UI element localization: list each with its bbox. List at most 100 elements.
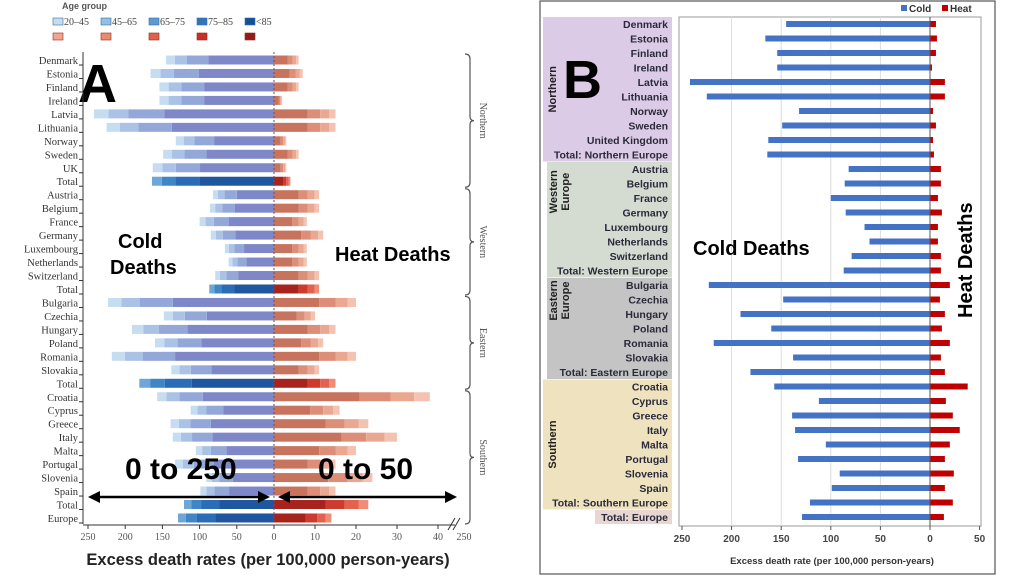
legend-swatch-cold xyxy=(196,17,208,26)
region-brace xyxy=(464,53,475,188)
x-tick-label: 0 xyxy=(927,534,933,545)
heat-bar-segment xyxy=(274,297,320,307)
heat-bar-segment xyxy=(283,136,286,146)
heat-bar-segment xyxy=(287,82,293,92)
cold-bar-segment xyxy=(175,176,200,186)
cold-bar-segment xyxy=(175,136,184,146)
cold-bar-segment xyxy=(138,122,172,132)
cold-bar-segment xyxy=(142,351,176,361)
cold-bar-segment xyxy=(181,82,205,92)
cold-bar xyxy=(831,485,930,491)
cold-bar-segment xyxy=(181,95,205,105)
cold-bar-segment xyxy=(200,163,274,173)
row-label: Czechia xyxy=(44,312,78,323)
cold-bar xyxy=(845,209,930,216)
row-label: Belgium xyxy=(627,179,668,191)
row-label: Netherlands xyxy=(27,258,78,269)
cold-bar-segment xyxy=(172,311,185,321)
cold-bar-segment xyxy=(201,338,274,348)
row-label: Total xyxy=(57,177,79,188)
row-label: Portugal xyxy=(625,454,668,466)
heat-bar-segment xyxy=(287,149,293,159)
heat-bar-segment xyxy=(384,432,397,442)
heat-bar-segment xyxy=(304,311,311,321)
cold-bar-segment xyxy=(222,203,235,213)
heat-bar-segment xyxy=(335,351,348,361)
cold-bar-segment xyxy=(226,446,274,456)
cold-bar-segment xyxy=(164,109,274,119)
heat-bar xyxy=(930,369,945,375)
cold-bar-segment xyxy=(108,109,129,119)
cold-bar xyxy=(767,151,930,158)
cold-bar-segment xyxy=(183,500,192,510)
cold-bar-segment xyxy=(224,244,229,254)
cold-bar-segment xyxy=(128,109,165,119)
cold-bar-segment xyxy=(177,338,202,348)
heat-bar-segment xyxy=(274,230,302,240)
legend-b: Cold Heat xyxy=(901,4,972,15)
cold-bar-segment xyxy=(199,217,206,227)
heat-bar-segment xyxy=(274,473,329,483)
heat-bar xyxy=(930,224,938,230)
heat-bar-segment xyxy=(274,324,308,334)
heat-bar-segment xyxy=(335,297,348,307)
row-label: Greece xyxy=(48,420,78,431)
row-label: Total: Europe xyxy=(601,512,668,524)
heat-bar-segment xyxy=(301,230,311,240)
cold-bar-segment xyxy=(232,473,274,483)
cold-bar-segment xyxy=(219,271,227,281)
cold-bar-segment xyxy=(224,190,237,200)
heat-bar-segment xyxy=(307,109,321,119)
heat-bar-segment xyxy=(303,244,307,254)
cold-bar-segment xyxy=(200,486,207,496)
legend-swatch-cold xyxy=(100,17,112,26)
cold-bar-segment xyxy=(201,500,220,510)
heat-bar-segment xyxy=(280,95,282,105)
cold-bar-segment xyxy=(244,244,274,254)
row-label: Slovenia xyxy=(41,474,78,485)
heat-bar-segment xyxy=(283,176,287,186)
heat-bar-segment xyxy=(274,217,293,227)
legend-label: 65–75 xyxy=(160,17,185,28)
row-label: Malta xyxy=(54,447,79,458)
heat-bar-segment xyxy=(366,432,385,442)
heat-bar-segment xyxy=(329,486,336,496)
heat-bar-segment xyxy=(274,109,308,119)
cold-bar-segment xyxy=(206,149,274,159)
row-label: Estonia xyxy=(630,34,668,46)
heat-bar xyxy=(930,441,950,448)
cold-bar-segment xyxy=(238,271,274,281)
cold-bar-segment xyxy=(154,338,165,348)
heat-bar-segment xyxy=(296,149,299,159)
heat-bar-segment xyxy=(274,486,308,496)
heat-bar-segment xyxy=(289,68,296,78)
row-label: Malta xyxy=(641,440,668,452)
cold-bar-segment xyxy=(198,68,274,78)
heat-bar-segment xyxy=(347,351,356,361)
cold-bar-segment xyxy=(199,176,274,186)
x-tick-label: 0 xyxy=(272,532,277,543)
cold-bar-segment xyxy=(106,122,120,132)
region-band xyxy=(547,162,672,278)
heat-bar-segment xyxy=(319,351,336,361)
cold-bar-segment xyxy=(175,459,183,469)
heat-bar xyxy=(930,209,942,216)
axis-break-icon xyxy=(447,517,461,531)
heat-bar xyxy=(930,253,941,259)
cold-bar-segment xyxy=(161,176,176,186)
cold-bar-segment xyxy=(228,257,233,267)
cold-bar-segment xyxy=(212,432,274,442)
cold-bar-segment xyxy=(214,284,222,294)
heat-bar-segment xyxy=(329,122,336,132)
cold-bar-segment xyxy=(234,203,274,213)
heat-bar-segment xyxy=(328,473,348,483)
x-tick-label: 30 xyxy=(392,532,402,543)
x-tick-label: 100 xyxy=(822,534,839,545)
heat-bar-segment xyxy=(274,351,320,361)
cold-bar xyxy=(786,21,930,27)
x-axis-label-a: Excess death rates (per 100,000 person-y… xyxy=(86,551,449,569)
legend-swatch-heat xyxy=(196,32,208,41)
row-label: Hungary xyxy=(625,309,668,321)
row-label: Germany xyxy=(622,208,668,220)
cold-bar-segment xyxy=(163,311,173,321)
